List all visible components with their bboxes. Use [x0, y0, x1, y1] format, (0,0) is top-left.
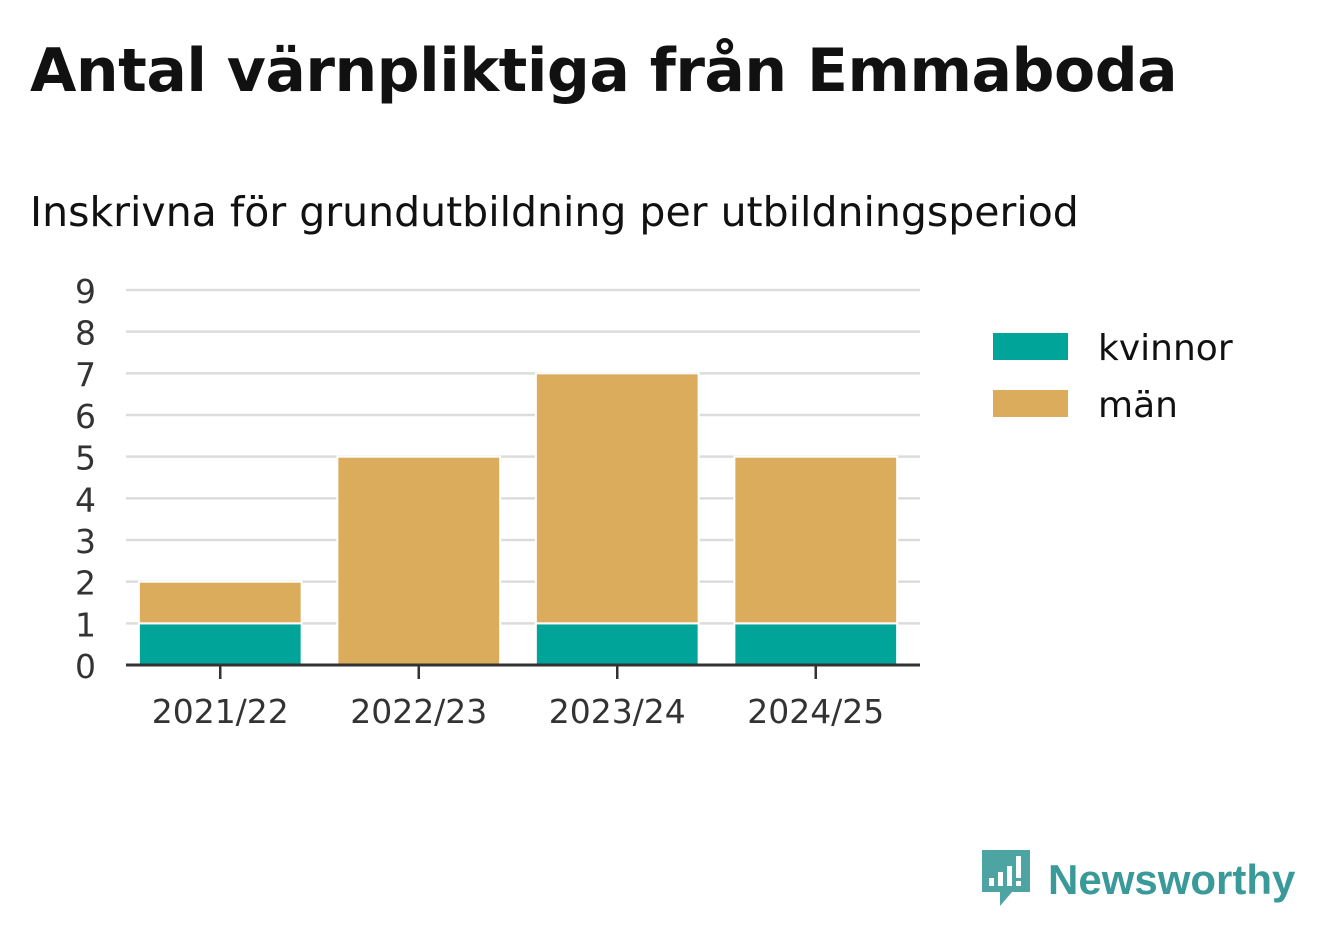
newsworthy-brand: Newsworthy: [980, 848, 1295, 912]
y-tick-label: 2: [75, 564, 96, 603]
x-tick-label: 2024/25: [747, 692, 884, 731]
brand-name: Newsworthy: [1048, 856, 1296, 903]
y-tick-label: 0: [75, 647, 96, 686]
bar-segment: [534, 622, 700, 666]
y-tick-label: 7: [75, 355, 96, 394]
bar-segment: [137, 580, 303, 625]
y-tick-label: 9: [75, 272, 96, 311]
chart-title: Antal värnpliktiga från Emmaboda: [30, 36, 1178, 106]
legend-swatch: [993, 390, 1068, 417]
bars: [137, 372, 899, 666]
y-tick-label: 8: [75, 314, 96, 353]
chart-subtitle: Inskrivna för grundutbildning per utbild…: [30, 188, 1079, 236]
newsworthy-logo-icon: [982, 850, 1030, 906]
y-tick-label: 3: [75, 522, 96, 561]
y-tick-label: 5: [75, 439, 96, 478]
bar-segment: [733, 622, 899, 666]
bar-segment: [733, 455, 899, 625]
bar-segment: [336, 455, 502, 666]
legend: kvinnor män: [993, 328, 1233, 426]
y-tick-label: 6: [75, 397, 96, 436]
x-tick-label: 2023/24: [549, 692, 686, 731]
legend-label: män: [1098, 385, 1178, 426]
bar-segment: [137, 622, 303, 666]
y-tick-label: 1: [75, 605, 96, 644]
x-tick-label: 2021/22: [152, 692, 289, 731]
legend-label: kvinnor: [1098, 328, 1233, 369]
bar-segment: [534, 372, 700, 625]
y-tick-label: 4: [75, 480, 96, 519]
x-tick-label: 2022/23: [350, 692, 487, 731]
legend-swatch: [993, 333, 1068, 360]
